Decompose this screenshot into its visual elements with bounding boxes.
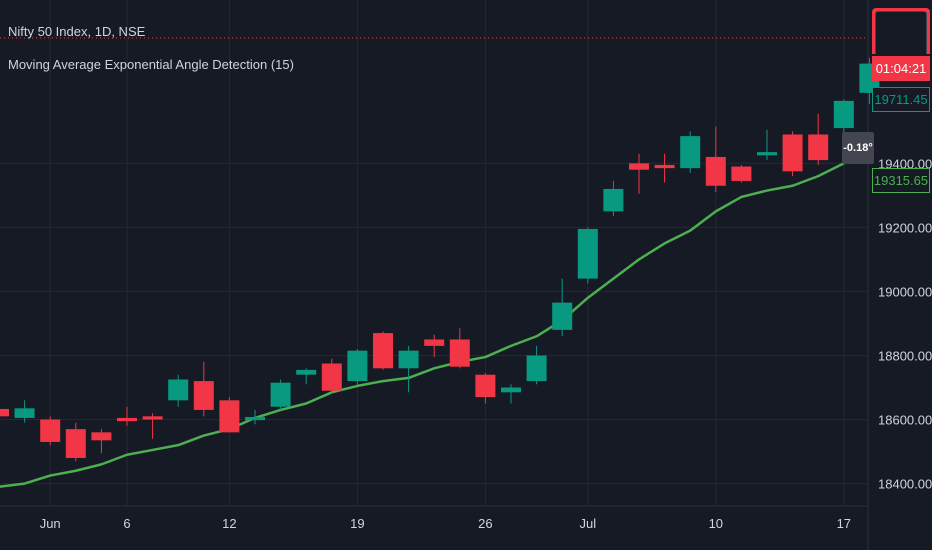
candle-body (475, 374, 496, 398)
candles-layer (0, 57, 880, 462)
bear-candle (65, 422, 86, 462)
candle-body (603, 188, 624, 212)
bull-candle (603, 180, 624, 217)
candle-body (705, 156, 726, 186)
candle-body (40, 419, 61, 442)
candle-body (14, 408, 35, 418)
candle-body (424, 339, 445, 346)
bull-candle (296, 368, 317, 385)
bull-candle (552, 278, 573, 337)
bear-candle (373, 331, 393, 370)
last-price-label: 19711.45 (872, 87, 930, 112)
time-tick-label: 26 (478, 516, 492, 531)
bull-candle (577, 227, 598, 284)
price-tick-label: 19400.00 (878, 156, 932, 171)
indicator-legend[interactable]: Moving Average Exponential Angle Detecti… (8, 57, 294, 72)
candle-body (193, 381, 214, 410)
bull-candle (757, 129, 777, 161)
candle-body (731, 166, 752, 181)
bear-candle (629, 153, 649, 194)
bull-candle (526, 345, 547, 385)
bear-candle (193, 361, 214, 417)
candle-body (142, 416, 163, 420)
bear-candle (0, 408, 9, 417)
price-tick-label: 18600.00 (878, 413, 932, 428)
candle-body (65, 429, 86, 458)
bear-candle (321, 358, 342, 394)
price-axis-labels: 18400.00 18600.00 18800.00 19000.00 19200.00… (878, 156, 932, 491)
bear-candle (808, 113, 829, 165)
candle-body (347, 350, 368, 382)
price-marker-inner (875, 11, 927, 54)
bear-candle (40, 416, 61, 446)
candle-body (296, 369, 317, 375)
chart-grid (0, 0, 868, 506)
candle-body (577, 228, 598, 279)
bear-candle (142, 413, 163, 439)
candle-body (245, 416, 265, 421)
candle-body (0, 408, 9, 417)
candle-body (168, 379, 189, 401)
candle-body (680, 136, 701, 169)
bull-candle (270, 379, 291, 410)
bull-candle (14, 400, 35, 423)
bear-candle (654, 153, 675, 183)
candle-body (833, 100, 854, 129)
price-tick-label: 18400.00 (878, 477, 932, 492)
candle-body (654, 164, 675, 169)
bull-candle (245, 409, 265, 425)
candle-body (808, 134, 829, 161)
time-tick-label: 19 (350, 516, 364, 531)
candle-body (449, 339, 470, 367)
candle-body (782, 134, 803, 172)
candle-body (398, 350, 419, 369)
candle-body (91, 432, 112, 441)
angle-label: -0.18° (842, 132, 874, 164)
bear-candle (731, 164, 752, 183)
last-price-marker (872, 8, 930, 54)
bull-candle (398, 345, 419, 393)
candle-body (117, 417, 137, 422)
price-tick-label: 19000.00 (878, 284, 932, 299)
bull-candle (680, 131, 701, 173)
time-tick-label: 17 (837, 516, 851, 531)
time-tick-label: Jul (579, 516, 596, 531)
candle-body (270, 382, 291, 407)
bear-candle (117, 406, 137, 426)
time-tick-label: 10 (709, 516, 723, 531)
candle-body (321, 363, 342, 391)
bull-candle (347, 349, 368, 385)
ma-line-layer (0, 136, 871, 488)
candle-body (501, 387, 521, 393)
bear-candle (219, 397, 240, 433)
time-axis-labels: 29Jun6121926Jul1017 (40, 516, 851, 531)
bull-candle (168, 374, 189, 407)
ema-line (0, 136, 871, 488)
bear-candle (782, 131, 803, 177)
time-tick-label: 12 (222, 516, 236, 531)
bear-candle (424, 334, 445, 358)
time-tick-label: Jun (40, 516, 61, 531)
candle-body (373, 333, 393, 369)
price-tick-label: 19200.00 (878, 220, 932, 235)
candle-body (219, 400, 240, 433)
bear-candle (449, 328, 470, 369)
bear-candle (705, 126, 726, 193)
candle-body (629, 163, 649, 170)
candle-body (526, 355, 547, 382)
time-tick-label: 6 (123, 516, 130, 531)
bear-candle (475, 373, 496, 404)
candle-body (757, 152, 777, 156)
bear-candle (91, 429, 112, 454)
bull-candle (501, 384, 521, 404)
ma-value-label: 19315.65 (872, 168, 930, 193)
symbol-legend[interactable]: Nifty 50 Index, 1D, NSE (8, 24, 146, 39)
bar-countdown-label: 01:04:21 (872, 56, 930, 81)
price-tick-label: 18800.00 (878, 348, 932, 363)
candle-body (552, 302, 573, 330)
